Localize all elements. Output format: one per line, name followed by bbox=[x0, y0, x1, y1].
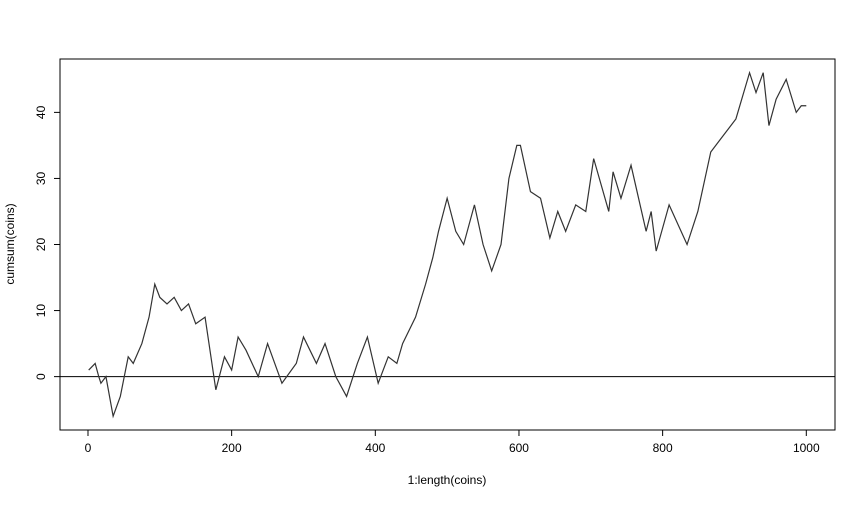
x-tick-label: 400 bbox=[365, 441, 385, 455]
data-line bbox=[88, 70, 807, 419]
y-tick-label: 30 bbox=[34, 171, 48, 185]
x-tick-label: 800 bbox=[653, 441, 673, 455]
x-axis-label: 1:length(coins) bbox=[408, 473, 487, 487]
y-tick-label: 40 bbox=[34, 105, 48, 119]
y-tick-label: 10 bbox=[34, 304, 48, 318]
x-tick-label: 0 bbox=[85, 441, 92, 455]
y-tick-label: 20 bbox=[34, 238, 48, 252]
x-tick-label: 1000 bbox=[793, 441, 820, 455]
x-tick-label: 600 bbox=[509, 441, 529, 455]
plot-frame bbox=[59, 58, 836, 431]
y-axis-label: cumsum(coins) bbox=[3, 203, 17, 284]
x-tick-label: 200 bbox=[222, 441, 242, 455]
y-tick-label: 0 bbox=[34, 373, 48, 380]
